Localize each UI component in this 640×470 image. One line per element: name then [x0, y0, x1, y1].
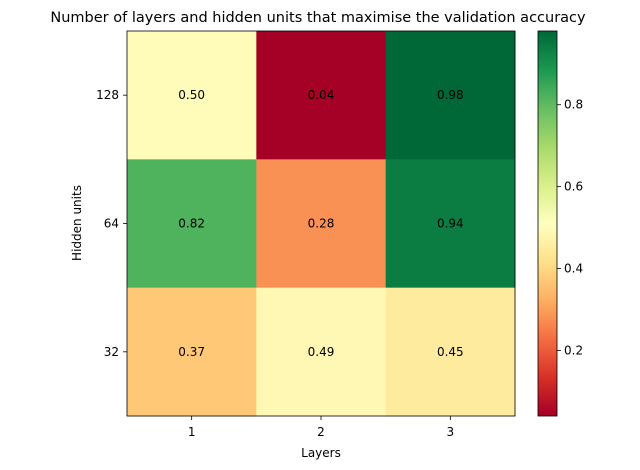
x-axis-label: Layers [301, 446, 341, 460]
colorbar-tick-label: 0.4 [564, 262, 583, 276]
cell-value-label: 0.28 [308, 217, 335, 231]
cell-value-label: 0.49 [308, 345, 335, 359]
x-tick-label: 2 [317, 425, 325, 439]
y-tick-label: 32 [104, 345, 119, 359]
colorbar-tick-label: 0.8 [564, 98, 583, 112]
heatmap-cells: 0.50 0.04 0.98 0.82 0.28 0.94 0.37 0.49 0.45 [127, 31, 516, 417]
heatmap-cell [385, 287, 516, 417]
cell-value-label: 0.98 [437, 88, 464, 102]
heatmap-cell [385, 159, 516, 289]
y-axis-ticks: 128 64 32 [96, 88, 127, 359]
colorbar-tick-label: 0.6 [564, 180, 583, 194]
colorbar-gradient [538, 31, 557, 416]
colorbar: 0.2 0.4 0.6 0.8 [537, 30, 583, 417]
y-tick-label: 64 [104, 217, 119, 231]
x-tick-label: 1 [188, 425, 196, 439]
heatmap-cell [127, 159, 257, 289]
y-axis-label: Hidden units [70, 185, 84, 261]
cell-value-label: 0.82 [178, 217, 205, 231]
heatmap-cell [385, 31, 516, 160]
chart-title: Number of layers and hidden units that m… [50, 10, 586, 26]
heatmap-cell [127, 31, 257, 160]
heatmap-cell [256, 31, 387, 160]
heatmap-cell [256, 287, 387, 417]
cell-value-label: 0.94 [437, 217, 464, 231]
y-tick-label: 128 [96, 88, 119, 102]
cell-value-label: 0.04 [308, 88, 335, 102]
heatmap-cell [127, 287, 257, 417]
cell-value-label: 0.37 [178, 345, 205, 359]
colorbar-frame [537, 30, 558, 417]
heatmap-cell [256, 159, 387, 289]
cell-value-label: 0.45 [437, 345, 464, 359]
cell-value-label: 0.50 [178, 88, 205, 102]
x-tick-label: 3 [447, 425, 455, 439]
x-axis-ticks: 1 2 3 [188, 416, 454, 439]
colorbar-tick-label: 0.2 [564, 343, 583, 357]
plot-frame [126, 30, 516, 417]
